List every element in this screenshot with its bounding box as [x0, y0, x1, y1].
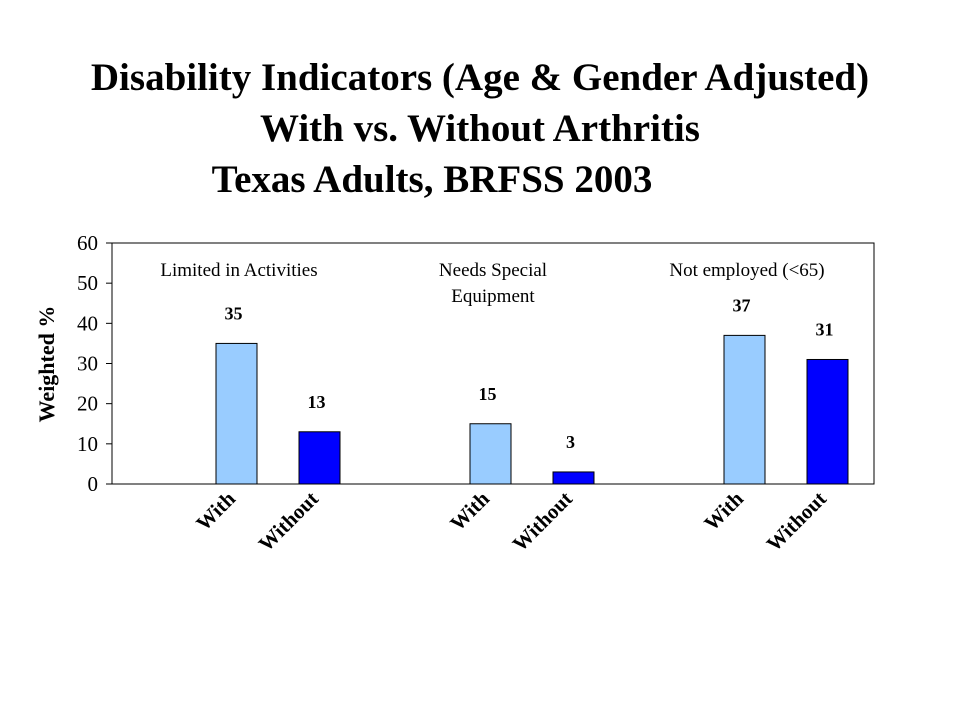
data-label: 31	[816, 319, 834, 339]
bars: 35 13 15 3 37 31	[215, 295, 849, 485]
chart-title: Disability Indicators (Age & Gender Adju…	[0, 52, 960, 205]
data-label: 3	[566, 432, 575, 452]
bar	[298, 431, 341, 485]
category-label: Without	[508, 487, 578, 557]
category-label: Without	[762, 487, 832, 557]
category-label: With	[699, 486, 748, 535]
panel-label-line: Limited in Activities	[160, 260, 317, 281]
panel-label: Needs Special Equipment	[439, 260, 547, 307]
bar	[469, 423, 512, 485]
y-axis-label: Weighted %	[34, 306, 59, 423]
category-label: With	[191, 486, 240, 535]
y-tick-label: 60	[77, 231, 98, 255]
title-line-1: Disability Indicators (Age & Gender Adju…	[90, 56, 870, 99]
y-tick-label: 30	[77, 352, 98, 376]
panel-labels: Limited in Activities Needs Special Equipm…	[160, 260, 824, 307]
category-label: With	[445, 486, 494, 535]
panel-label-line: Needs Special	[439, 260, 547, 281]
bar	[552, 471, 595, 485]
y-tick-label: 0	[88, 472, 99, 496]
panel-label: Not employed (<65)	[669, 260, 824, 281]
data-label: 13	[308, 392, 326, 412]
y-tick-label: 40	[77, 311, 98, 335]
panel-label-line: Equipment	[451, 286, 535, 307]
data-label: 15	[479, 384, 497, 404]
panel-label: Limited in Activities	[160, 260, 317, 281]
category-labels: With Without With Without With Without	[191, 486, 831, 556]
data-label: 35	[225, 303, 243, 323]
bar	[806, 358, 849, 485]
bar	[723, 334, 766, 485]
y-tick-label: 20	[77, 392, 98, 416]
data-label: 37	[733, 295, 751, 315]
panel-label-line: Not employed (<65)	[669, 260, 824, 281]
title-line-3: Texas Adults, BRFSS 2003	[211, 158, 653, 201]
y-tick-label: 10	[77, 432, 98, 456]
category-label: Without	[254, 487, 324, 557]
y-axis: 0 10 20 30 40 50 60	[77, 231, 112, 496]
bar	[215, 342, 258, 485]
y-tick-label: 50	[77, 271, 98, 295]
title-line-2: With vs. Without Arthritis	[260, 107, 700, 150]
